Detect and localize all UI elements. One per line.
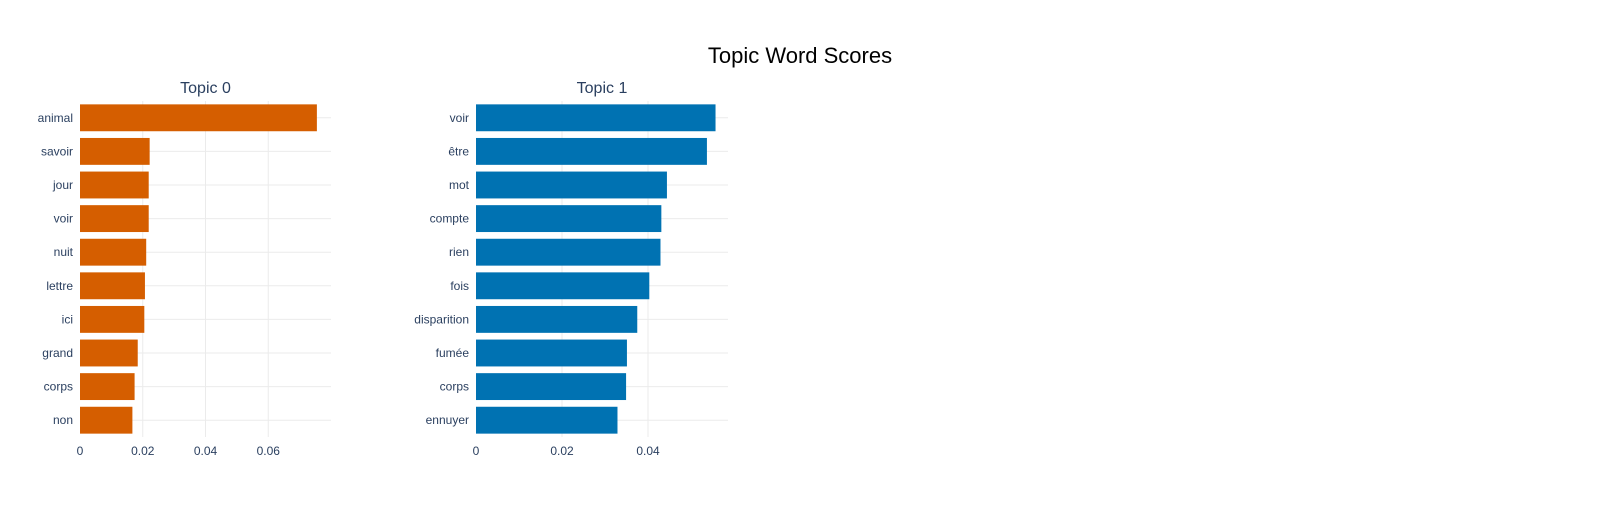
x-tick-label: 0.02	[131, 444, 155, 458]
y-tick-label: corps	[44, 380, 73, 394]
x-tick-label: 0	[77, 444, 84, 458]
y-tick-label: nuit	[54, 245, 74, 259]
y-tick-label: ennuyer	[426, 413, 469, 427]
subplot-topic-1: voir être mot compte rien fois disparition fumé…	[414, 80, 728, 458]
subplot-title: Topic 1	[577, 80, 628, 97]
bar-corps	[476, 373, 627, 401]
y-tick-label: disparition	[414, 312, 469, 326]
y-tick-label: savoir	[41, 144, 73, 158]
bar-voir	[476, 104, 716, 132]
y-tick-label: voir	[450, 111, 469, 125]
bar-lettre	[80, 272, 145, 300]
bar-disparition	[476, 305, 638, 333]
bar-rien	[476, 238, 661, 266]
y-tick-label: mot	[449, 178, 470, 192]
bar-ennuyer	[476, 406, 618, 434]
y-tick-label: fumée	[436, 346, 470, 360]
bar-fois	[476, 272, 650, 300]
y-tick-label: jour	[52, 178, 73, 192]
y-tick-label: lettre	[46, 279, 73, 293]
y-tick-label: fois	[450, 279, 469, 293]
bar-animal	[80, 104, 317, 132]
y-tick-label: grand	[42, 346, 73, 360]
x-tick-label: 0.04	[636, 444, 660, 458]
subplot-topic-0: animal savoir jour voir nuit lettre ici grand co…	[38, 80, 331, 458]
y-tick-label: compte	[430, 212, 470, 226]
bar-être	[476, 137, 707, 165]
subplot-title: Topic 0	[180, 80, 231, 97]
x-tick-label: 0.06	[257, 444, 281, 458]
y-tick-label: non	[53, 413, 73, 427]
bar-ici	[80, 305, 145, 333]
bar-fumée	[476, 339, 627, 367]
bar-corps	[80, 373, 135, 401]
bar-jour	[80, 171, 149, 199]
bar-nuit	[80, 238, 147, 266]
bar-voir	[80, 205, 149, 233]
x-tick-label: 0	[473, 444, 480, 458]
chart-title: Topic Word Scores	[707, 43, 893, 68]
y-tick-label: voir	[54, 212, 73, 226]
y-tick-label: ici	[62, 312, 73, 326]
x-tick-label: 0.04	[194, 444, 218, 458]
bar-savoir	[80, 137, 150, 165]
y-tick-label: corps	[440, 380, 469, 394]
bar-non	[80, 406, 133, 434]
y-tick-label: rien	[449, 245, 469, 259]
bar-compte	[476, 205, 662, 233]
bar-grand	[80, 339, 138, 367]
x-tick-label: 0.02	[550, 444, 574, 458]
bar-mot	[476, 171, 667, 199]
y-tick-label: animal	[38, 111, 73, 125]
y-tick-label: être	[448, 144, 469, 158]
